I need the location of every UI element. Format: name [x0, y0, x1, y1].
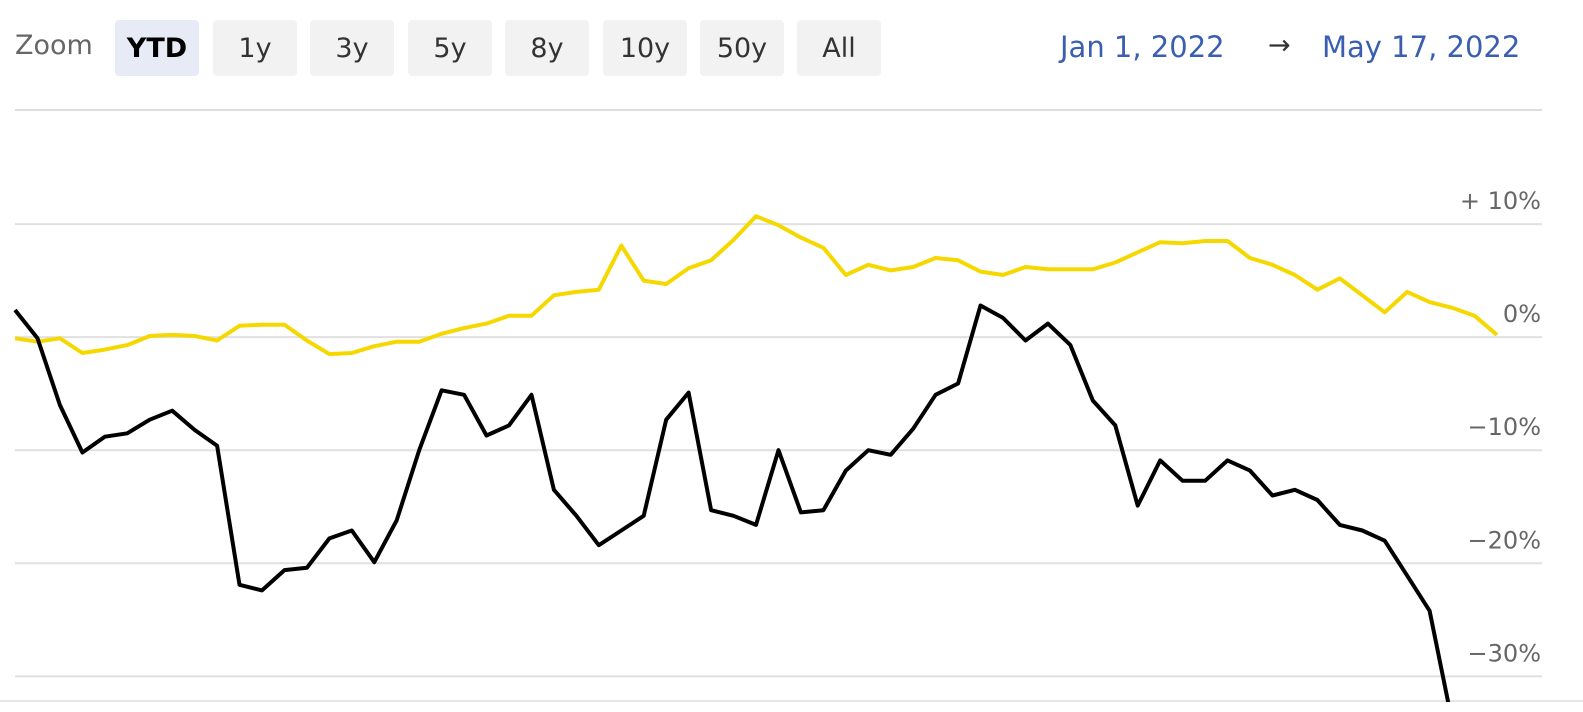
zoom-button[interactable]: 10y [603, 20, 687, 76]
zoom-button[interactable]: 8y [505, 20, 589, 76]
zoom-button[interactable]: 50y [700, 20, 784, 76]
y-tick-label: 0% [1503, 300, 1541, 328]
arrow: → [1268, 30, 1291, 61]
y-tick-label: + 10% [1460, 187, 1541, 215]
series-line [13, 303, 1451, 702]
date-from[interactable]: Jan 1, 2022 [1060, 30, 1225, 64]
zoom-button[interactable]: 5y [408, 20, 492, 76]
zoom-button[interactable]: All [797, 20, 881, 76]
y-tick-label: −10% [1468, 413, 1541, 441]
toolbar: Zoom Jan 1, 2022 → May 17, 2022 YTD 1y 3y 5… [0, 0, 1583, 100]
plot-area [13, 214, 1499, 702]
y-tick-label: −20% [1468, 526, 1541, 554]
series-line [14, 214, 1499, 357]
y-tick-label: −30% [1468, 639, 1541, 667]
zoom-button[interactable]: 1y [213, 20, 297, 76]
date-to[interactable]: May 17, 2022 [1322, 30, 1521, 64]
zoom-button[interactable]: YTD [115, 20, 199, 76]
zoom-label: Zoom [15, 30, 93, 61]
zoom-button[interactable]: 3y [310, 20, 394, 76]
